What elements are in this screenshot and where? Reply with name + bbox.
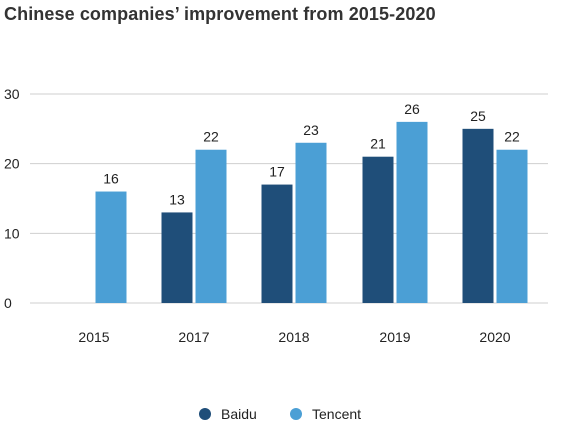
y-tick-label: 10 [4, 225, 20, 241]
legend: Baidu Tencent [199, 406, 361, 422]
legend-label-tencent: Tencent [312, 406, 361, 422]
data-label-tencent-2015: 16 [103, 171, 119, 187]
y-tick-label: 30 [4, 86, 20, 102]
bar-tencent-2020 [496, 149, 528, 303]
legend-marker-baidu [199, 408, 211, 420]
data-label-baidu-2019: 21 [370, 136, 386, 152]
data-labels: 13 17 21 25 16 22 23 26 22 [103, 101, 520, 208]
legend-label-baidu: Baidu [221, 406, 257, 422]
data-label-baidu-2020: 25 [470, 108, 486, 124]
bar-tencent-2018 [295, 142, 327, 303]
bars [95, 121, 528, 303]
data-label-baidu-2017: 13 [169, 191, 185, 207]
x-axis-ticks: 2015 2017 2018 2019 2020 [78, 329, 510, 345]
bar-baidu-2017 [161, 212, 193, 303]
x-tick-label: 2020 [479, 329, 510, 345]
x-tick-label: 2015 [78, 329, 109, 345]
bar-baidu-2018 [261, 184, 293, 303]
data-label-tencent-2018: 23 [303, 122, 319, 138]
data-label-baidu-2018: 17 [269, 164, 285, 180]
chart-title: Chinese companies’ improvement from 2015… [4, 4, 436, 24]
bar-baidu-2019 [362, 156, 394, 303]
x-tick-label: 2019 [379, 329, 410, 345]
bar-tencent-2017 [195, 149, 227, 303]
x-tick-label: 2018 [278, 329, 309, 345]
y-tick-label: 0 [4, 295, 12, 311]
y-tick-label: 20 [4, 156, 20, 172]
bar-baidu-2020 [462, 128, 494, 303]
bar-tencent-2019 [396, 121, 428, 303]
legend-marker-tencent [290, 408, 302, 420]
data-label-tencent-2020: 22 [504, 129, 520, 145]
data-label-tencent-2019: 26 [404, 101, 420, 117]
x-tick-label: 2017 [178, 329, 209, 345]
y-axis-ticks: 0 10 20 30 [4, 86, 20, 311]
bar-tencent-2015 [95, 191, 127, 303]
data-label-tencent-2017: 22 [203, 129, 219, 145]
